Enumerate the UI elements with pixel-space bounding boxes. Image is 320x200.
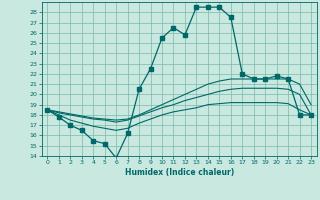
X-axis label: Humidex (Indice chaleur): Humidex (Indice chaleur) [124,168,234,177]
